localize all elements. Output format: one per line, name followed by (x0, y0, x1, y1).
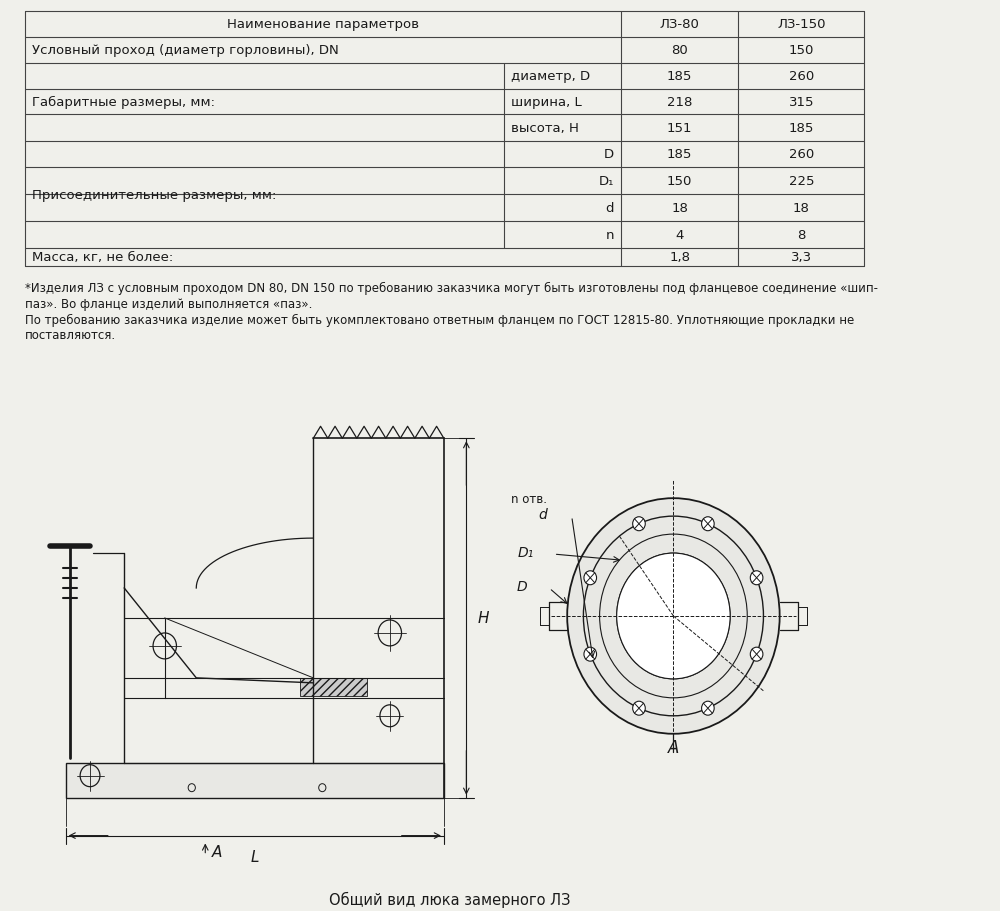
Text: По требованию заказчика изделие может быть укомплектовано ответным фланцем по ГО: По требованию заказчика изделие может бы… (25, 313, 854, 326)
Text: H: H (477, 610, 489, 626)
Text: D: D (604, 148, 614, 161)
Text: d: d (606, 201, 614, 214)
Circle shape (584, 648, 597, 661)
Bar (300, 678, 367, 696)
Text: поставляются.: поставляются. (25, 329, 116, 342)
Text: высота, H: высота, H (511, 122, 579, 135)
Text: 260: 260 (789, 148, 814, 161)
Circle shape (633, 517, 645, 531)
Text: 4: 4 (676, 229, 684, 241)
Text: *Изделия ЛЗ с условным проходом DN 80, DN 150 по требованию заказчика могут быть: *Изделия ЛЗ с условным проходом DN 80, D… (25, 281, 878, 294)
Text: D: D (517, 579, 528, 593)
Circle shape (750, 648, 763, 661)
Text: ЛЗ-150: ЛЗ-150 (777, 18, 826, 31)
Text: 225: 225 (789, 175, 814, 188)
Text: 185: 185 (789, 122, 814, 135)
Text: диаметр, D: диаметр, D (511, 70, 590, 83)
Text: n: n (606, 229, 614, 241)
Text: 260: 260 (789, 70, 814, 83)
Text: ширина, L: ширина, L (511, 96, 582, 108)
Text: 185: 185 (667, 70, 692, 83)
Circle shape (750, 571, 763, 585)
Circle shape (702, 701, 714, 715)
Circle shape (584, 571, 597, 585)
Circle shape (702, 517, 714, 531)
Text: 315: 315 (789, 96, 814, 108)
Text: ЛЗ-80: ЛЗ-80 (660, 18, 700, 31)
Text: n отв.: n отв. (511, 492, 547, 505)
Text: Условный проход (диаметр горловины), DN: Условный проход (диаметр горловины), DN (32, 45, 339, 57)
Text: 8: 8 (797, 229, 805, 241)
Circle shape (617, 554, 730, 679)
Circle shape (583, 517, 763, 716)
Circle shape (600, 535, 747, 698)
Text: 151: 151 (667, 122, 692, 135)
Bar (66, 763, 444, 798)
Text: 218: 218 (667, 96, 692, 108)
Text: 18: 18 (793, 201, 810, 214)
Text: d: d (539, 507, 547, 522)
Text: паз». Во фланце изделий выполняется «паз».: паз». Во фланце изделий выполняется «паз… (25, 297, 313, 310)
Text: L: L (251, 849, 259, 864)
Text: 18: 18 (671, 201, 688, 214)
Text: 150: 150 (789, 45, 814, 57)
Text: 3,3: 3,3 (791, 251, 812, 264)
Text: Общий вид люка замерного ЛЗ: Общий вид люка замерного ЛЗ (329, 891, 571, 906)
Text: A: A (212, 844, 222, 859)
Text: A: A (668, 738, 679, 756)
Circle shape (633, 701, 645, 715)
Text: 80: 80 (671, 45, 688, 57)
Text: D₁: D₁ (599, 175, 614, 188)
Circle shape (617, 554, 730, 679)
Text: 150: 150 (667, 175, 692, 188)
Text: 1,8: 1,8 (669, 251, 690, 264)
Text: D₁: D₁ (518, 546, 534, 559)
Circle shape (567, 498, 780, 734)
Text: Масса, кг, не более:: Масса, кг, не более: (32, 251, 174, 264)
Text: 185: 185 (667, 148, 692, 161)
Text: Габаритные размеры, мм:: Габаритные размеры, мм: (32, 97, 215, 109)
Text: Наименование параметров: Наименование параметров (227, 18, 419, 31)
Text: Присоединительные размеры, мм:: Присоединительные размеры, мм: (32, 189, 277, 201)
